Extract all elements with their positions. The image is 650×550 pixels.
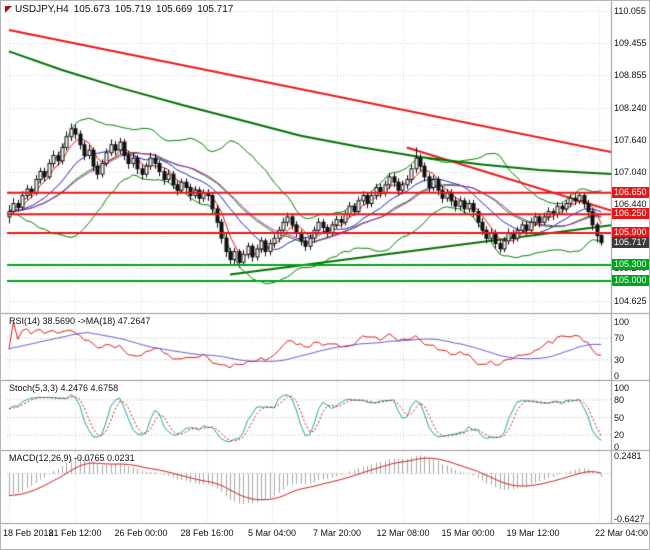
time-axis-label: 26 Feb 00:00 bbox=[114, 528, 168, 538]
rsi-tick-label: 70 bbox=[614, 333, 625, 344]
macd-tick-label: -0.6427 bbox=[614, 514, 645, 524]
stoch-tick-label: 100 bbox=[614, 383, 630, 393]
chart-header: USDJPY,H4 105.673 105.719 105.669 105.717 bbox=[15, 4, 238, 15]
quote-open: 105.673 bbox=[73, 4, 110, 15]
time-axis-label: 15 Mar 00:00 bbox=[441, 528, 495, 538]
symbol-marker-icon bbox=[5, 6, 12, 13]
price-tick-label: 107.640 bbox=[614, 134, 647, 145]
macd-tick-label: 0.2481 bbox=[614, 451, 642, 461]
quote-low: 105.669 bbox=[156, 4, 193, 15]
price-tick-label: 108.240 bbox=[614, 102, 647, 113]
quote-high: 105.719 bbox=[114, 4, 152, 15]
time-axis-label: 18 Feb 2018 bbox=[3, 528, 54, 538]
time-axis-label: 22 Mar 04:00 bbox=[594, 528, 648, 538]
price-tick-label: 110.055 bbox=[614, 6, 646, 16]
rsi-tick-label: 100 bbox=[614, 317, 630, 327]
price-tick-label: 106.440 bbox=[614, 199, 647, 210]
stoch-tick-label: 80 bbox=[614, 394, 625, 405]
current-price-tag: 105.717 bbox=[612, 236, 649, 248]
price-tick-label: 109.455 bbox=[614, 38, 647, 49]
rsi-tick-label: 30 bbox=[614, 354, 625, 365]
stoch-tick-label: 50 bbox=[614, 412, 625, 423]
time-axis-label: 19 Mar 12:00 bbox=[506, 528, 560, 538]
time-axis-label: 28 Feb 16:00 bbox=[180, 528, 234, 538]
time-axis-label: 5 Mar 04:00 bbox=[247, 528, 297, 538]
stoch-tick-label: 20 bbox=[614, 430, 625, 441]
price-tick-label: 107.040 bbox=[614, 167, 647, 178]
level-price-tag: 105.300 bbox=[612, 258, 649, 270]
symbol-label: USDJPY,H4 bbox=[15, 4, 69, 15]
rsi-label: RSI(14) 38.5690 ->MA(18) 47.2647 bbox=[9, 316, 151, 326]
level-price-tag: 106.250 bbox=[612, 208, 649, 220]
time-axis-label: 21 Feb 12:00 bbox=[48, 528, 102, 538]
rsi-tick-label: 0 bbox=[614, 371, 620, 381]
quote-close: 105.717 bbox=[197, 4, 234, 15]
price-tick-label: 108.855 bbox=[614, 70, 647, 81]
price-tick-label: 104.625 bbox=[614, 296, 647, 306]
stoch-label: Stoch(5,3,3) 4.2476 4.6758 bbox=[9, 383, 119, 393]
time-axis-label: 7 Mar 20:00 bbox=[312, 528, 362, 538]
time-axis-label: 12 Mar 08:00 bbox=[376, 528, 430, 538]
level-price-tag: 105.900 bbox=[612, 226, 649, 238]
level-price-tag: 106.650 bbox=[612, 186, 649, 198]
macd-label: MACD(12,26,9) -0.0765 0.0231 bbox=[9, 453, 135, 463]
level-price-tag: 105.000 bbox=[612, 274, 649, 286]
stoch-tick-label: 0 bbox=[614, 442, 620, 452]
